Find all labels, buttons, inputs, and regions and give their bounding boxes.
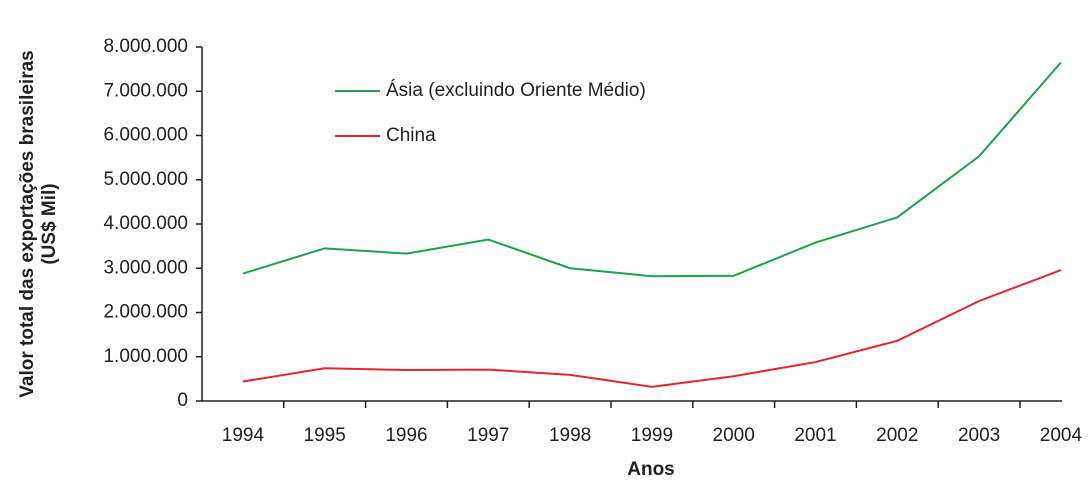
- x-tick-label: 2000: [713, 425, 755, 446]
- x-axis-label: Anos: [627, 459, 675, 480]
- y-tick-label: 8.000.000: [103, 36, 188, 57]
- line-series: [242, 61, 1062, 278]
- x-tick-label: 1994: [222, 425, 265, 446]
- x-tick-label: 2002: [876, 425, 918, 446]
- x-tick-label: 2001: [794, 425, 836, 446]
- y-tick-label: 0: [177, 390, 188, 411]
- y-axis-label: Valor total das exportações brasileiras: [17, 50, 38, 397]
- legend-label: China: [386, 125, 436, 146]
- y-tick-label: 6.000.000: [103, 125, 188, 146]
- y-tick-label: 7.000.000: [103, 80, 188, 101]
- y-tick-label: 1.000.000: [103, 346, 188, 367]
- y-tick-label: 3.000.000: [103, 257, 188, 278]
- y-tick-label: 2.000.000: [103, 302, 188, 323]
- y-axis-label: (US$ Mil): [39, 183, 60, 264]
- legend-label: Ásia (excluindo Oriente Médio): [386, 80, 646, 101]
- x-tick-label: 1998: [549, 425, 591, 446]
- x-tick-label: 1997: [467, 425, 509, 446]
- y-tick-label: 5.000.000: [103, 169, 188, 190]
- x-tick-label: 1996: [385, 425, 427, 446]
- x-tick-label: 2003: [958, 425, 1000, 446]
- y-tick-label: 4.000.000: [103, 213, 188, 234]
- line-series: [242, 269, 1062, 388]
- x-tick-label: 1995: [304, 425, 346, 446]
- x-tick-label: 2004: [1040, 425, 1083, 446]
- x-tick-label: 1999: [631, 425, 673, 446]
